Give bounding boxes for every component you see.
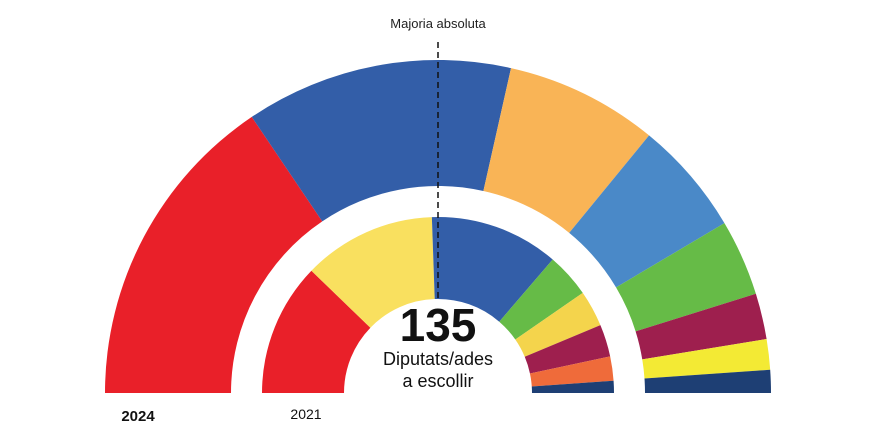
center-label-line2: a escollir — [402, 371, 473, 391]
center-label-line1: Diputats/ades — [383, 349, 493, 369]
majority-label: Majoria absoluta — [390, 16, 486, 31]
parliament-chart: Majoria absoluta 135 Diputats/ades a esc… — [0, 0, 880, 436]
year-label-2024: 2024 — [121, 408, 155, 425]
year-label-2021: 2021 — [290, 406, 321, 422]
total-seats: 135 — [400, 299, 477, 351]
